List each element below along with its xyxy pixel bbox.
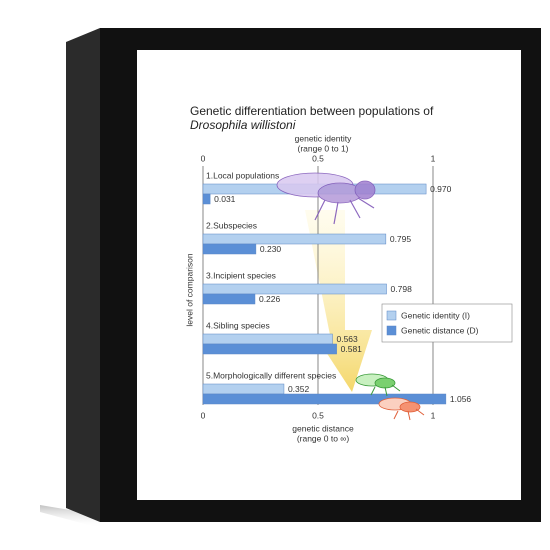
frame-side xyxy=(66,28,100,522)
legend-box xyxy=(381,303,513,343)
value-label: 1.056 xyxy=(450,394,472,404)
bar xyxy=(202,293,256,305)
bar xyxy=(202,383,285,395)
bar xyxy=(202,283,387,295)
chart-title: Genetic differentiation between populati… xyxy=(190,104,434,118)
top-tick-label: 0.5 xyxy=(312,153,324,163)
bottom-axis-label: genetic distance xyxy=(292,423,354,433)
bar xyxy=(202,333,333,345)
arrow xyxy=(305,210,372,392)
category-label: 2.Subspecies xyxy=(206,220,257,230)
category-label: 5.Morphologically different species xyxy=(206,370,336,380)
fly-red xyxy=(378,397,425,421)
legend-swatch xyxy=(386,310,397,321)
legend-label: Genetic identity (I) xyxy=(401,310,470,320)
category-label: 3.Incipient species xyxy=(206,270,276,280)
frame-shadow xyxy=(40,505,100,528)
value-label: 0.563 xyxy=(336,334,358,344)
y-axis-label: level of comparison xyxy=(184,253,194,327)
top-axis-label: (range 0 to 1) xyxy=(297,143,348,153)
chart-subtitle: Drosophila willistoni xyxy=(190,118,296,132)
legend-label: Genetic distance (D) xyxy=(401,325,479,335)
bar xyxy=(202,193,211,205)
bottom-tick-label: 1 xyxy=(431,410,436,420)
value-label: 0.230 xyxy=(260,244,282,254)
bar xyxy=(202,393,447,405)
value-label: 0.352 xyxy=(288,384,310,394)
value-label: 0.031 xyxy=(214,194,236,204)
legend-swatch xyxy=(386,325,397,336)
top-tick-label: 0 xyxy=(201,153,206,163)
bottom-axis-label: (range 0 to ∞) xyxy=(297,433,350,443)
category-label: 1.Local populations xyxy=(206,170,279,180)
value-label: 0.795 xyxy=(390,234,412,244)
bar xyxy=(202,243,257,255)
bar xyxy=(202,343,337,355)
value-label: 0.581 xyxy=(341,344,363,354)
fly-green xyxy=(355,373,401,397)
top-axis-label: genetic identity xyxy=(295,133,352,143)
bar xyxy=(202,233,387,245)
value-label: 0.226 xyxy=(259,294,281,304)
top-tick-label: 1 xyxy=(431,153,436,163)
value-label: 0.970 xyxy=(430,184,452,194)
value-label: 0.798 xyxy=(391,284,413,294)
bottom-tick-label: 0 xyxy=(201,410,206,420)
bottom-tick-label: 0.5 xyxy=(312,410,324,420)
category-label: 4.Sibling species xyxy=(206,320,270,330)
fly-large xyxy=(276,172,376,225)
